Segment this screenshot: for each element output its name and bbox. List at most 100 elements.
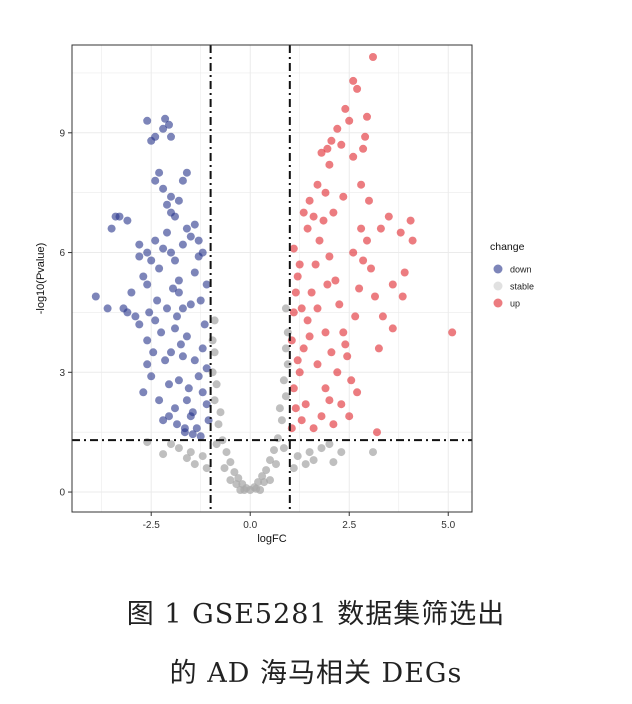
point-up (331, 276, 340, 285)
point-up (359, 256, 368, 265)
point-down (143, 336, 152, 345)
point-up (295, 260, 304, 269)
point-down (167, 192, 175, 201)
y-axis-title: -log10(Pvalue) (35, 243, 47, 315)
point-up (357, 224, 366, 233)
point-down (107, 224, 116, 233)
point-stable (230, 468, 239, 477)
point-up (349, 248, 358, 257)
point-down (176, 340, 185, 349)
point-down (167, 348, 175, 357)
point-up (355, 284, 364, 293)
point-down (159, 416, 168, 425)
point-down (202, 280, 211, 289)
point-up (341, 340, 350, 349)
legend-key-stable (493, 281, 503, 291)
point-up (289, 384, 298, 393)
point-stable (266, 476, 274, 485)
point-down (192, 424, 201, 433)
point-up (353, 388, 362, 397)
point-down (165, 380, 173, 389)
point-stable (212, 440, 221, 449)
legend: change down stable up (490, 241, 534, 309)
point-stable (279, 376, 288, 385)
point-down (167, 132, 175, 141)
legend-title: change (490, 241, 525, 253)
point-down (182, 332, 191, 341)
point-up (353, 84, 362, 93)
y-tick-label: 9 (59, 128, 65, 139)
volcano-chart: -2.5 0.0 2.5 5.0 0 3 6 9 logFC -log10(Pvalue) c… (35, 44, 534, 545)
point-down (153, 296, 162, 305)
point-up (315, 236, 324, 245)
point-up (313, 304, 322, 313)
x-tick-label: 0.0 (243, 520, 257, 531)
point-down (167, 248, 175, 257)
point-stable (198, 452, 207, 461)
x-tick-label: 2.5 (342, 520, 356, 531)
point-up (347, 376, 356, 385)
point-up (329, 420, 338, 429)
point-down (123, 308, 132, 317)
legend-key-up (493, 298, 503, 308)
plot-panel (72, 45, 472, 512)
point-up (311, 260, 320, 269)
axes: -2.5 0.0 2.5 5.0 0 3 6 9 (59, 44, 473, 531)
point-stable (293, 452, 302, 461)
point-up (365, 196, 373, 205)
point-stable (329, 458, 338, 467)
point-down (182, 168, 191, 177)
point-up (303, 316, 312, 325)
point-stable (275, 404, 284, 413)
x-tick-label: -2.5 (143, 520, 161, 531)
series-down (91, 114, 213, 441)
point-stable (281, 392, 290, 401)
point-down (186, 412, 195, 421)
point-down (91, 292, 100, 301)
point-stable (270, 446, 278, 455)
point-up (325, 160, 334, 169)
point-down (143, 360, 152, 369)
y-tick-label: 0 (59, 488, 65, 499)
point-stable (174, 444, 183, 453)
point-stable (167, 440, 175, 449)
point-down (143, 248, 152, 257)
point-stable (212, 380, 221, 389)
point-down (163, 304, 171, 313)
point-up (374, 344, 383, 353)
point-stable (210, 396, 219, 405)
point-up (327, 348, 336, 357)
point-down (174, 196, 183, 205)
point-up (371, 292, 379, 301)
point-up (313, 180, 322, 189)
point-up (333, 368, 342, 377)
point-up (333, 124, 342, 133)
point-up (295, 368, 304, 377)
point-up (299, 208, 308, 217)
point-down (131, 312, 140, 321)
point-up (378, 312, 387, 321)
point-down (151, 176, 160, 185)
point-stable (337, 448, 346, 457)
point-up (301, 400, 310, 409)
point-stable (210, 348, 219, 357)
point-down (165, 120, 173, 129)
point-down (103, 304, 112, 313)
point-down (145, 308, 154, 317)
point-stable (182, 454, 191, 463)
panel-border (71, 44, 473, 513)
point-down (174, 288, 183, 297)
point-down (178, 304, 187, 313)
point-stable (325, 440, 334, 449)
point-down (161, 114, 170, 123)
point-up (317, 412, 326, 421)
point-down (190, 268, 199, 277)
point-down (159, 244, 168, 253)
point-stable (369, 448, 377, 457)
point-down (194, 236, 203, 245)
point-down (182, 224, 191, 233)
point-down (188, 430, 197, 439)
point-down (159, 184, 168, 193)
point-down (180, 424, 189, 433)
point-stable (186, 448, 195, 457)
